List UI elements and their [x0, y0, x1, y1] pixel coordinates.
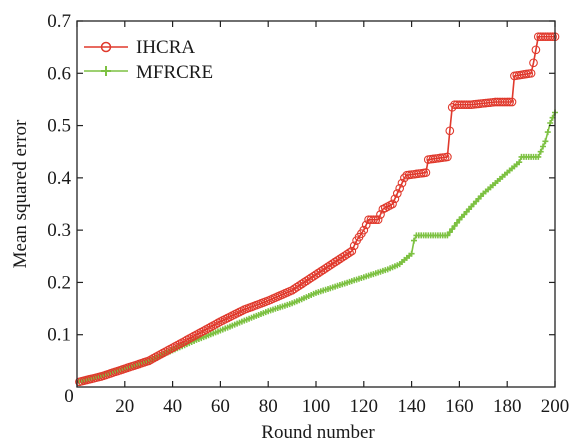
- data-point-ihcra: [337, 252, 347, 262]
- data-point-ihcra: [545, 32, 555, 42]
- data-point-ihcra: [349, 241, 359, 251]
- data-point-ihcra: [531, 45, 541, 55]
- data-point-ihcra: [328, 259, 338, 268]
- data-point-ihcra: [146, 355, 156, 364]
- data-point-ihcra: [373, 215, 383, 225]
- data-point-ihcra: [292, 282, 302, 292]
- data-point-ihcra: [388, 199, 397, 209]
- x-tick-label: 120: [350, 396, 379, 417]
- x-tick-label: 140: [397, 396, 426, 417]
- x-axis-title: Round number: [261, 422, 375, 443]
- x-tick-label: 60: [211, 396, 230, 417]
- y-tick-label: 0.4: [47, 168, 71, 189]
- data-point-ihcra: [323, 262, 333, 272]
- data-point-ihcra: [502, 97, 512, 107]
- legend-marker-mfrcre: [101, 66, 111, 76]
- data-point-mfrcre: [449, 226, 456, 233]
- x-tick-label: 80: [259, 396, 278, 417]
- tick-labels: 0 20 40 60 80 100 120 140 160 180 200 0.1 0.2 0.3 0.4 0…: [47, 11, 569, 417]
- y-tick-label: 0.1: [47, 325, 71, 346]
- data-point-ihcra: [306, 273, 316, 283]
- data-point-mfrcre: [444, 232, 451, 239]
- data-point-ihcra: [395, 183, 405, 193]
- data-point-ihcra: [342, 249, 352, 259]
- data-point-ihcra: [390, 194, 400, 204]
- y-tick-label: 0.5: [47, 116, 71, 137]
- y-axis-title: Mean squared error: [10, 119, 31, 268]
- data-point-ihcra: [314, 268, 323, 278]
- x-tick-label: 20: [115, 396, 134, 417]
- data-point-ihcra: [211, 319, 220, 329]
- data-point-ihcra: [505, 97, 514, 107]
- y-tick-label: 0.7: [47, 11, 71, 32]
- data-point-mfrcre: [542, 138, 549, 145]
- data-point-mfrcre: [408, 250, 415, 257]
- data-point-ihcra: [321, 263, 330, 273]
- legend-marker-ihcra: [100, 41, 112, 53]
- data-point-ihcra: [297, 279, 307, 289]
- legend-label-ihcra: IHCRA: [136, 37, 195, 58]
- data-point-mfrcre: [544, 129, 551, 136]
- data-point-ihcra: [335, 254, 345, 264]
- data-point-mfrcre: [516, 159, 523, 166]
- data-point-mfrcre: [446, 229, 453, 236]
- data-point-ihcra: [397, 178, 407, 188]
- data-point-ihcra: [526, 68, 536, 78]
- data-point-ihcra: [330, 257, 340, 267]
- data-point-ihcra: [445, 126, 455, 136]
- data-point-mfrcre: [451, 223, 458, 229]
- data-point-ihcra: [361, 220, 371, 230]
- data-point-ihcra: [529, 58, 538, 68]
- y-tick-label: 0.2: [47, 272, 71, 293]
- data-point-ihcra: [371, 215, 381, 225]
- data-point-ihcra: [304, 274, 314, 284]
- data-point-ihcra: [400, 173, 409, 183]
- y-tick-label: 0.3: [47, 220, 71, 241]
- data-point-ihcra: [345, 248, 354, 257]
- data-point-ihcra: [359, 225, 369, 235]
- data-point-ihcra: [392, 189, 402, 198]
- x-tick-label: 160: [445, 396, 474, 417]
- data-point-ihcra: [153, 351, 163, 360]
- legend-label-mfrcre: MFRCRE: [136, 62, 213, 83]
- data-point-ihcra: [347, 246, 357, 256]
- series-line-ihcra: [79, 35, 555, 383]
- data-point-ihcra: [376, 210, 385, 219]
- data-point-ihcra: [290, 284, 299, 294]
- data-point-ihcra: [548, 32, 557, 42]
- legend: IHCRA MFRCRE: [84, 37, 213, 83]
- axes: [76, 20, 556, 388]
- x-tick-label: 40: [163, 396, 182, 417]
- data-point-ihcra: [316, 267, 326, 276]
- data-point-mfrcre: [535, 153, 542, 160]
- x-tick-label: 0: [64, 386, 74, 407]
- data-point-ihcra: [507, 97, 517, 107]
- plot-markers: [75, 32, 560, 387]
- data-point-mfrcre: [537, 148, 544, 155]
- x-tick-label: 100: [302, 396, 331, 417]
- data-point-mfrcre: [540, 143, 546, 150]
- series-line-mfrcre: [79, 112, 556, 383]
- y-tick-label: 0.6: [47, 63, 71, 84]
- data-point-ihcra: [369, 215, 378, 225]
- plot-lines: [79, 35, 556, 383]
- data-point-ihcra: [204, 323, 213, 333]
- data-point-ihcra: [299, 278, 309, 287]
- x-tick-label: 200: [541, 396, 570, 417]
- data-point-ihcra: [421, 168, 431, 177]
- data-point-mfrcre: [454, 219, 460, 226]
- data-point-ihcra: [180, 336, 189, 346]
- x-tick-label: 180: [493, 396, 522, 417]
- data-point-mfrcre: [411, 237, 417, 244]
- data-point-ihcra: [443, 152, 452, 162]
